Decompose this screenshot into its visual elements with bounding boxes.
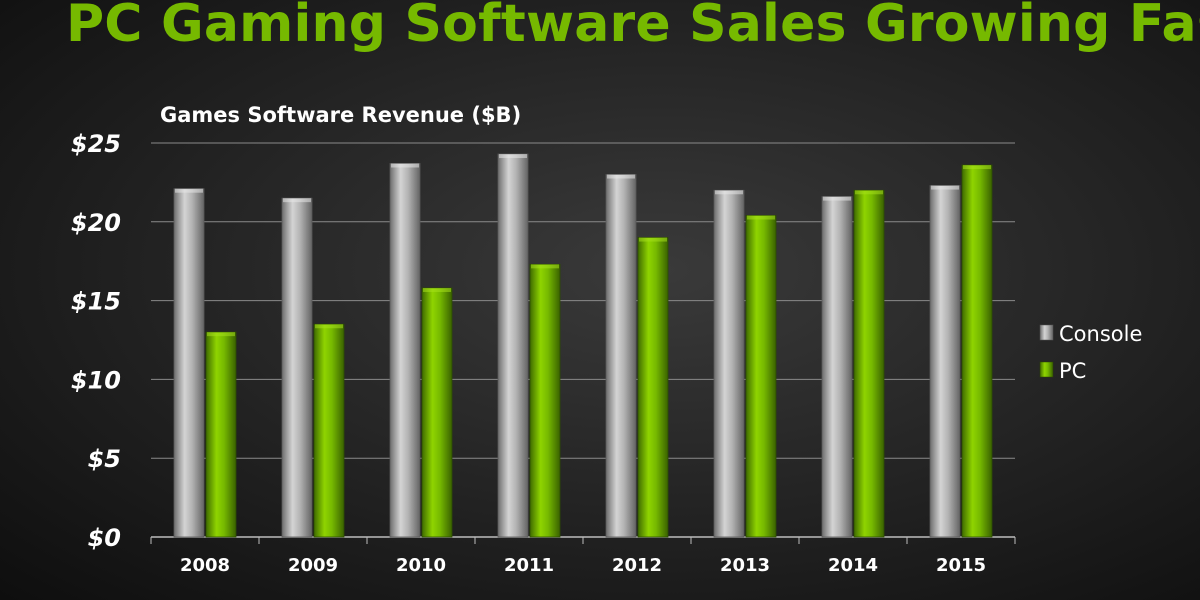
bar-bevel: [931, 185, 959, 190]
bar-bevel: [747, 215, 775, 220]
chart-title: Games Software Revenue ($B): [160, 103, 521, 127]
slide-title: PC Gaming Software Sales Growing Fast!: [66, 0, 1200, 54]
bar-pc-2011: [529, 263, 561, 538]
bar-bevel: [283, 198, 311, 203]
bars: [173, 153, 993, 538]
bar-bevel: [391, 163, 419, 168]
bar-console-2010: [389, 163, 421, 538]
x-tick-label: 2010: [396, 555, 446, 576]
bar-pc-2014: [853, 189, 885, 538]
y-tick-label: $5: [88, 445, 121, 473]
bar-pc-2008: [205, 331, 237, 538]
bar-pc-2015: [961, 164, 993, 538]
x-tick-label: 2011: [504, 555, 554, 576]
x-tick-label: 2015: [936, 555, 986, 576]
bar-console-2008: [173, 188, 205, 538]
y-axis-ticks: $0 $5 $10 $15 $20 $25: [71, 130, 121, 552]
gridlines: [150, 142, 1016, 544]
bar-pc-2009: [313, 323, 345, 538]
bar-bevel: [639, 237, 667, 242]
bar-pc-2012: [637, 237, 669, 538]
x-tick-label: 2012: [612, 555, 662, 576]
bar-bevel: [207, 332, 235, 337]
x-tick-label: 2009: [288, 555, 338, 576]
bar-pc-2013: [745, 215, 777, 538]
bar-bevel: [175, 188, 203, 193]
y-tick-label: $0: [88, 524, 121, 552]
legend-label-pc: PC: [1059, 359, 1086, 383]
legend: Console PC: [1039, 322, 1142, 383]
bar-bevel: [855, 190, 883, 195]
x-axis-ticks: 2008 2009 2010 2011 2012 2013 2014 2015: [180, 555, 986, 576]
bar-bevel: [423, 287, 451, 292]
x-tick-label: 2014: [828, 555, 878, 576]
bar-bevel: [715, 190, 743, 195]
bar-pc-2010: [421, 287, 453, 538]
bar-console-2014: [821, 196, 853, 538]
bar-console-2011: [497, 153, 529, 538]
y-tick-label: $25: [71, 130, 121, 158]
legend-swatch-pc: [1039, 361, 1054, 378]
bar-bevel: [823, 196, 851, 201]
legend-label-console: Console: [1059, 322, 1142, 346]
bar-bevel: [607, 174, 635, 179]
bar-console-2015: [929, 185, 961, 538]
y-tick-label: $10: [71, 366, 121, 394]
x-tick-label: 2013: [720, 555, 770, 576]
bar-console-2009: [281, 197, 313, 538]
bar-bevel: [499, 154, 527, 159]
y-tick-label: $20: [71, 209, 121, 237]
bar-bevel: [531, 264, 559, 269]
bar-console-2012: [605, 174, 637, 538]
bar-bevel: [963, 165, 991, 170]
x-tick-label: 2008: [180, 555, 230, 576]
legend-swatch-console: [1039, 324, 1054, 341]
bar-console-2013: [713, 189, 745, 538]
bar-bevel: [315, 324, 343, 329]
y-tick-label: $15: [71, 288, 121, 316]
